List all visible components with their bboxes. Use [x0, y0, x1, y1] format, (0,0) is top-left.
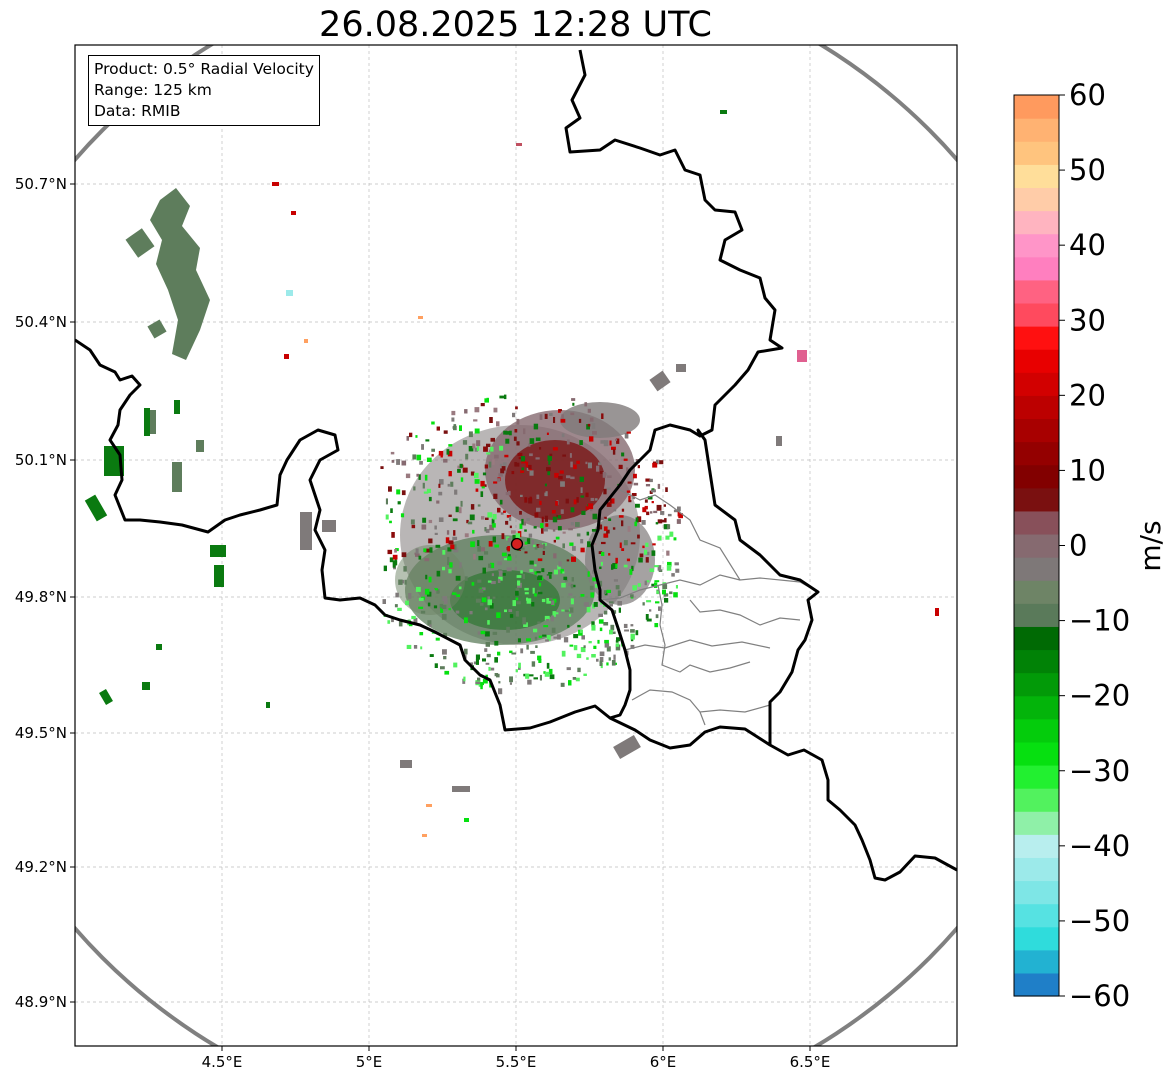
colorbar-segment: [1014, 164, 1059, 189]
colorbar-segment: [1014, 487, 1059, 512]
colorbar-segment: [1014, 210, 1059, 235]
lat-tick-label: 48.9°N: [15, 993, 67, 1011]
lat-axis-labels: 50.7°N 50.4°N 50.1°N 49.8°N 49.5°N 49.2°…: [15, 175, 67, 1011]
colorbar-segment: [1014, 811, 1059, 835]
radar-site-marker: [510, 537, 524, 551]
colorbar-segment: [1014, 880, 1059, 905]
colorbar-segment: [1014, 695, 1059, 720]
colorbar-segment: [1014, 326, 1059, 350]
colorbar-tick-label: −60: [1069, 979, 1130, 1013]
tick-marks: [70, 183, 811, 1051]
colorbar-segment: [1014, 395, 1059, 420]
colorbar-segment: [1014, 580, 1059, 604]
colorbar-ticks: 60 50 40 30 20 10 0 −10 −20 −30 −40 −50 −60: [1059, 78, 1130, 1013]
colorbar-segment: [1014, 649, 1059, 674]
range-text: Range: 125 km: [94, 81, 212, 99]
colorbar-segment: [1014, 764, 1059, 789]
colorbar-segment: [1014, 141, 1059, 165]
colorbar-segment: [1014, 464, 1059, 489]
colorbar-segment: [1014, 302, 1059, 327]
colorbar-tick-label: 50: [1069, 153, 1106, 187]
colorbar: 60 50 40 30 20 10 0 −10 −20 −30 −40 −50 −60 m/s: [1013, 78, 1167, 1013]
colorbar-tick-label: −20: [1069, 679, 1130, 713]
colorbar-segment: [1014, 533, 1059, 558]
colorbar-segment: [1014, 672, 1059, 697]
national-borders: [75, 49, 957, 882]
colorbar-segment: [1014, 418, 1059, 443]
colorbar-tick-label: 20: [1069, 378, 1106, 412]
echo-west-green: [84, 400, 226, 706]
echo-northeast: [300, 364, 686, 792]
colorbar-tick-label: 30: [1069, 303, 1106, 337]
colorbar-segment: [1014, 903, 1059, 928]
colorbar-tick-label: −50: [1069, 904, 1130, 938]
colorbar-tick-label: −10: [1069, 604, 1130, 638]
colorbar-segment: [1014, 95, 1059, 119]
lat-tick-label: 50.7°N: [15, 175, 67, 193]
data-source-text: Data: RMIB: [94, 102, 181, 120]
colorbar-segment: [1014, 718, 1059, 743]
lat-tick-label: 50.1°N: [15, 451, 67, 469]
product-info-box: Product: 0.5° Radial Velocity Range: 125…: [88, 55, 320, 126]
colorbar-tick-label: −30: [1069, 754, 1130, 788]
lon-axis-labels: 4.5°E 5°E 5.5°E 6°E 6.5°E: [202, 1053, 831, 1071]
lat-tick-label: 49.2°N: [15, 858, 67, 876]
colorbar-segment: [1014, 441, 1059, 466]
internal-borders: [599, 489, 819, 726]
colorbar-label: m/s: [1134, 520, 1167, 571]
colorbar-segment: [1014, 187, 1059, 212]
lon-tick-label: 4.5°E: [202, 1053, 243, 1071]
echo-west-band: [125, 188, 210, 492]
colorbar-tick-label: 10: [1069, 453, 1106, 487]
colorbar-tick-label: −40: [1069, 829, 1130, 863]
colorbar-segment: [1014, 626, 1059, 651]
colorbar-segment: [1014, 372, 1059, 396]
lon-tick-label: 6.5°E: [790, 1053, 831, 1071]
echo-speckles: [380, 394, 683, 695]
product-text: Product: 0.5° Radial Velocity: [94, 60, 314, 78]
colorbar-segment: [1014, 557, 1059, 581]
colorbar-segment: [1014, 256, 1059, 281]
colorbar-segment: [1014, 741, 1059, 766]
map-title: 26.08.2025 12:28 UTC: [319, 5, 712, 45]
colorbar-segment: [1014, 603, 1059, 627]
colorbar-segment: [1014, 510, 1059, 535]
colorbar-tick-label: 60: [1069, 78, 1106, 112]
colorbar-segment: [1014, 926, 1059, 951]
colorbar-segment: [1014, 279, 1059, 304]
colorbar-segment: [1014, 857, 1059, 882]
colorbar-segments: [1014, 95, 1059, 997]
lon-tick-label: 5°E: [356, 1053, 383, 1071]
colorbar-segment: [1014, 972, 1059, 997]
lat-tick-label: 49.5°N: [15, 724, 67, 742]
lon-tick-label: 6°E: [650, 1053, 677, 1071]
lat-tick-label: 49.8°N: [15, 588, 67, 606]
colorbar-segment: [1014, 233, 1059, 258]
colorbar-segment: [1014, 834, 1059, 858]
lon-tick-label: 5.5°E: [496, 1053, 537, 1071]
colorbar-tick-label: 0: [1069, 529, 1087, 563]
colorbar-segment: [1014, 118, 1059, 142]
colorbar-tick-label: 40: [1069, 228, 1106, 262]
colorbar-segment: [1014, 788, 1059, 812]
colorbar-segment: [1014, 349, 1059, 373]
colorbar-segment: [1014, 949, 1059, 974]
echo-small-cells: [266, 110, 939, 837]
lat-tick-label: 50.4°N: [15, 313, 67, 331]
